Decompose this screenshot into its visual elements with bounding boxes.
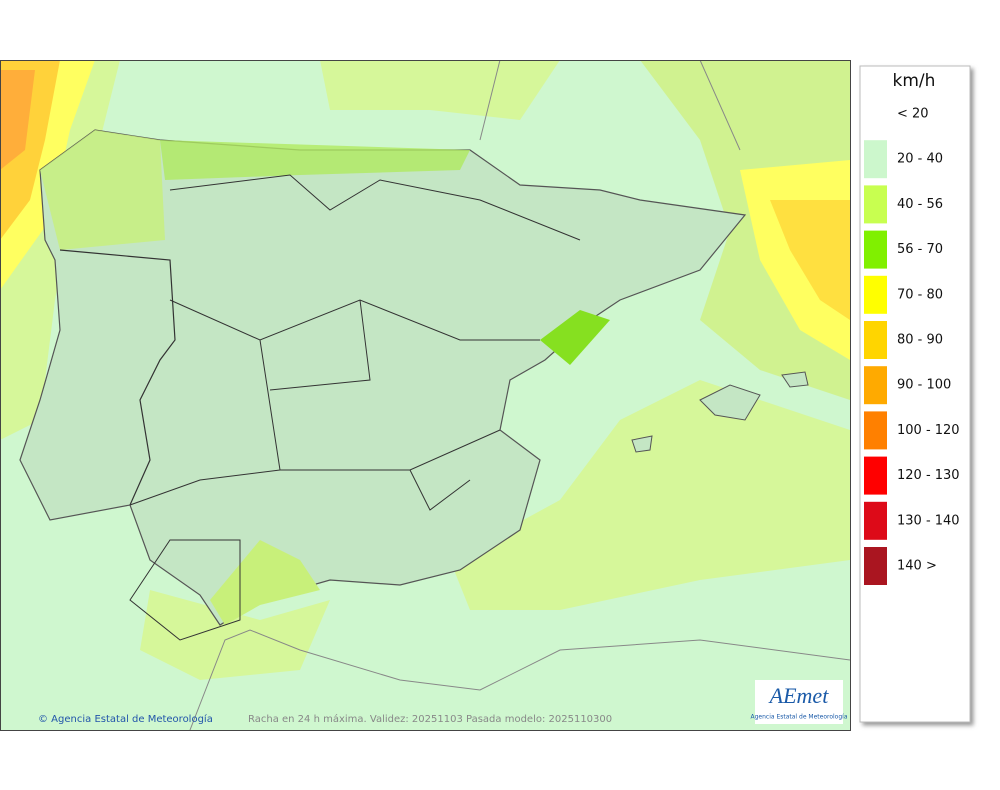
legend-swatch xyxy=(864,501,887,540)
map: © Agencia Estatal de Meteorología Racha … xyxy=(0,60,850,730)
wind-region xyxy=(160,140,470,180)
land xyxy=(19,129,747,626)
legend-swatch xyxy=(864,456,887,495)
legend-label: 80 - 90 xyxy=(897,333,943,348)
wind-region xyxy=(0,70,35,170)
legend-swatch xyxy=(864,366,887,405)
region-border xyxy=(129,174,581,511)
wind-region xyxy=(450,380,850,610)
logo-box xyxy=(755,680,843,724)
wind-region xyxy=(40,130,165,250)
logo: AEmet xyxy=(768,683,830,708)
legend-swatch xyxy=(864,411,887,450)
legend-label: 130 - 140 xyxy=(897,513,960,528)
coastline xyxy=(0,60,850,151)
legend-title: km/h xyxy=(893,71,936,91)
legend-swatch xyxy=(864,185,887,224)
logo-subtitle: Agencia Estatal de Meteorología xyxy=(751,714,848,721)
legend-label: 100 - 120 xyxy=(897,423,960,438)
island xyxy=(631,435,653,453)
coastline xyxy=(189,629,850,730)
legend-label: 56 - 70 xyxy=(897,242,943,257)
island xyxy=(699,384,761,421)
province-border xyxy=(129,539,241,641)
legend-swatch xyxy=(864,275,887,314)
copyright: © Agencia Estatal de Meteorología xyxy=(38,713,213,725)
legend-swatch xyxy=(864,230,887,269)
caption: Racha en 24 h máxima. Validez: 20251103 … xyxy=(248,713,612,725)
legend-label: < 20 xyxy=(897,107,929,122)
legend-swatch xyxy=(864,547,887,585)
island xyxy=(781,371,809,388)
wind-region xyxy=(320,60,560,120)
legend-swatch xyxy=(864,140,887,179)
legend-swatch xyxy=(864,321,887,359)
legend-label: 120 - 130 xyxy=(897,468,960,483)
legend-label: 90 - 100 xyxy=(897,378,951,393)
legend-label: 140 > xyxy=(897,559,937,574)
wind-region xyxy=(210,540,320,625)
map-frame xyxy=(0,60,851,731)
wind-region xyxy=(540,310,610,365)
wind-region xyxy=(770,200,850,320)
legend-label: 40 - 56 xyxy=(897,197,943,212)
country-border xyxy=(59,249,176,506)
legend-label: 20 - 40 xyxy=(897,152,943,167)
legend-label: 70 - 80 xyxy=(897,287,943,302)
wind-region xyxy=(140,590,330,680)
